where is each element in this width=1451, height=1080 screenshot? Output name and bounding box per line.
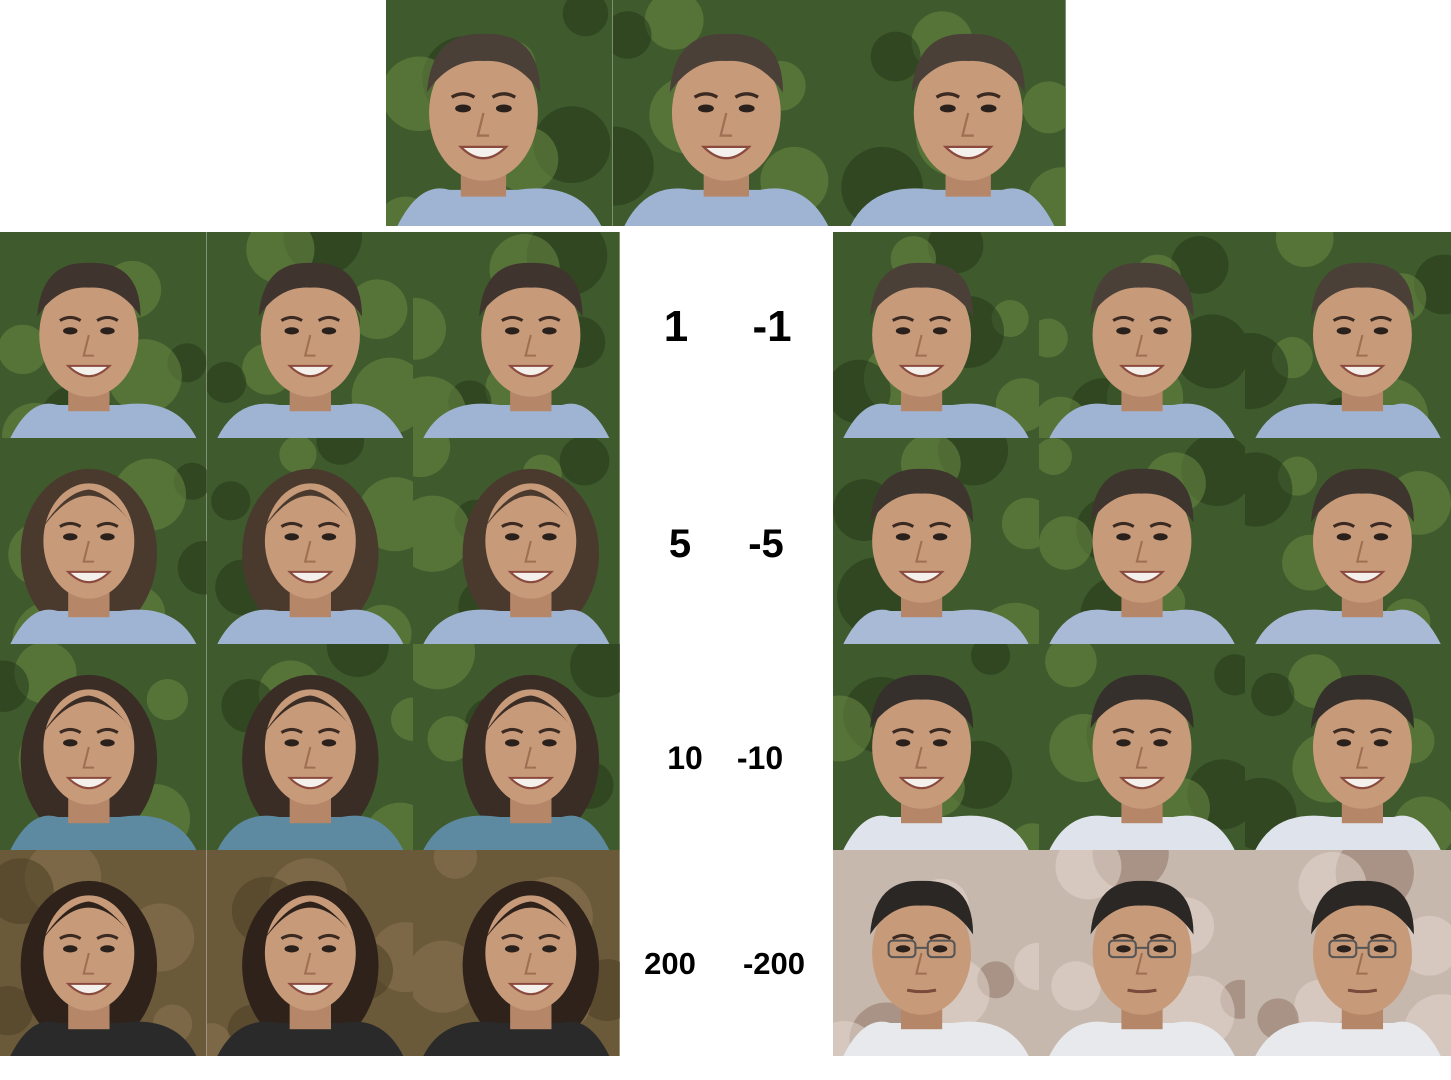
face-photo-image	[1039, 850, 1245, 1056]
reference-face-photo	[386, 0, 613, 226]
face-photo	[1245, 644, 1451, 850]
negative-step-label: -1	[752, 302, 792, 351]
face-photo	[833, 850, 1039, 1056]
face-photo	[413, 232, 620, 438]
face-photo	[1039, 644, 1245, 850]
step-label-row: 200 -200	[620, 946, 833, 1006]
face-photo-image	[833, 644, 1039, 850]
face-photo	[206, 850, 414, 1056]
face-photo-image	[1245, 644, 1451, 850]
face-photo	[413, 850, 620, 1056]
reference-face-photo	[839, 0, 1067, 226]
face-photo-image	[0, 232, 207, 438]
face-photo	[833, 644, 1039, 850]
face-photo-image	[833, 850, 1039, 1056]
face-photo-image	[1039, 644, 1245, 850]
face-photo-image	[0, 644, 207, 850]
step-label-row: 1 -1	[620, 302, 833, 362]
face-photo-image	[0, 438, 207, 644]
face-photo	[1039, 438, 1245, 644]
face-photo-image	[1245, 232, 1451, 438]
face-photo-image	[413, 438, 620, 644]
face-photo-image	[386, 0, 613, 226]
face-photo-image	[413, 644, 620, 850]
face-photo	[0, 850, 207, 1056]
face-photo-image	[0, 850, 207, 1056]
face-photo-image	[839, 0, 1067, 226]
face-photo	[413, 438, 620, 644]
face-photo-image	[833, 438, 1039, 644]
face-photo	[0, 232, 207, 438]
face-photo	[1039, 850, 1245, 1056]
face-photo	[413, 644, 620, 850]
face-photo-image	[206, 644, 414, 850]
positive-step-label: 200	[644, 946, 696, 981]
face-photo-image	[413, 232, 620, 438]
face-photo-image	[1039, 438, 1245, 644]
positive-step-label: 5	[668, 522, 692, 566]
face-photo	[833, 438, 1039, 644]
face-photo-image	[206, 438, 414, 644]
face-photo	[1245, 850, 1451, 1056]
positive-step-label: 1	[663, 302, 689, 351]
face-photo	[206, 644, 414, 850]
reference-face-photo	[612, 0, 840, 226]
face-photo-image	[413, 850, 620, 1056]
negative-step-label: -200	[742, 946, 806, 981]
negative-direction-grid	[833, 232, 1451, 1056]
face-photo	[0, 644, 207, 850]
face-photo	[1039, 232, 1245, 438]
step-label-row: 10 -10	[620, 740, 833, 800]
face-photo-image	[833, 232, 1039, 438]
step-labels: 1 -1 5 -5 10 -10 200 -200	[620, 232, 833, 1056]
face-photo	[0, 438, 207, 644]
face-photo-image	[206, 232, 414, 438]
positive-direction-grid	[0, 232, 620, 1056]
face-photo	[833, 232, 1039, 438]
negative-step-label: -10	[736, 740, 784, 776]
face-photo	[1245, 232, 1451, 438]
reference-face-strip	[386, 0, 1067, 226]
face-photo-image	[206, 850, 414, 1056]
positive-step-label: 10	[667, 740, 703, 776]
face-photo-image	[1245, 438, 1451, 644]
face-photo	[206, 232, 414, 438]
step-label-row: 5 -5	[620, 522, 833, 582]
face-photo-image	[612, 0, 840, 226]
face-photo-image	[1039, 232, 1245, 438]
negative-step-label: -5	[748, 522, 784, 566]
face-photo	[1245, 438, 1451, 644]
face-photo	[206, 438, 414, 644]
face-photo-image	[1245, 850, 1451, 1056]
